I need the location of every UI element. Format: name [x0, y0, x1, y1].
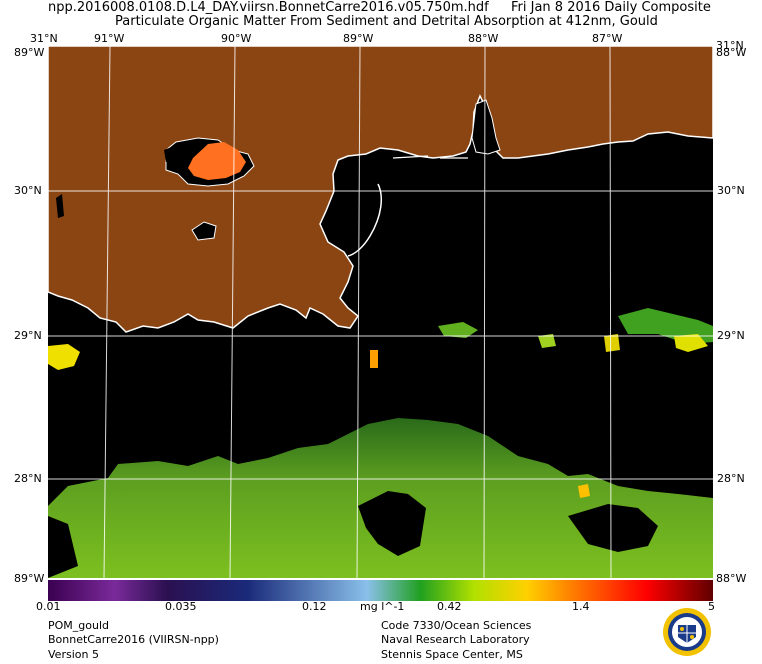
nrl-seal-logo — [663, 608, 711, 656]
satellite-map — [48, 46, 713, 578]
footer-location: Stennis Space Center, MS — [381, 648, 523, 661]
footer-product-name: POM_gould — [48, 619, 110, 632]
lat-label-right-29n: 29°N — [717, 329, 745, 342]
corner-lon-left: 89°W — [14, 46, 45, 59]
lat-label-left-28n: 28°N — [14, 472, 42, 485]
chandeleur-islands — [347, 183, 383, 257]
lat-label-right-28n: 28°N — [717, 472, 745, 485]
lon-label-87w: 87°W — [592, 32, 623, 45]
product-title: Particulate Organic Matter From Sediment… — [115, 14, 658, 29]
footer-region-sensor: BonnetCarre2016 (VIIRSN-npp) — [48, 633, 219, 646]
lon-label-91w: 91°W — [94, 32, 125, 45]
footer-lab: Naval Research Laboratory — [381, 633, 530, 646]
corner-lat-top-right: 31°N — [716, 39, 744, 52]
composite-date-title: Fri Jan 8 2016 Daily Composite — [511, 0, 711, 15]
lat-label-left-30n: 30°N — [14, 184, 42, 197]
lon-label-89w: 89°W — [343, 32, 374, 45]
colorbar-tick-1: 0.035 — [165, 600, 197, 613]
colorbar — [48, 580, 713, 601]
footer-code: Code 7330/Ocean Sciences — [381, 619, 532, 632]
lat-label-left-29n: 29°N — [14, 329, 42, 342]
colorbar-unit: mg l^-1 — [360, 600, 405, 613]
corner-lon-bottom-right: 88°W — [716, 572, 747, 585]
lat-label-right-30n: 30°N — [717, 184, 745, 197]
lon-label-90w: 90°W — [221, 32, 252, 45]
colorbar-tick-4: 0.42 — [437, 600, 462, 613]
corner-lat-top-left: 31°N — [30, 32, 58, 45]
footer-version: Version 5 — [48, 648, 99, 661]
colorbar-tick-6: 5 — [708, 600, 715, 613]
corner-lon-bottom-left: 89°W — [14, 572, 45, 585]
lon-label-88w: 88°W — [468, 32, 499, 45]
lake-pontchartrain-plume — [188, 142, 246, 180]
colorbar-tick-2: 0.12 — [302, 600, 327, 613]
file-name-title: npp.2016008.0108.D.L4_DAY.viirsn.BonnetC… — [48, 0, 489, 15]
colorbar-tick-0: 0.01 — [36, 600, 61, 613]
corner-lon-right: 88°W — [716, 46, 747, 59]
colorbar-tick-5: 1.4 — [572, 600, 590, 613]
graticule — [48, 46, 713, 578]
mobile-bay — [471, 99, 501, 155]
